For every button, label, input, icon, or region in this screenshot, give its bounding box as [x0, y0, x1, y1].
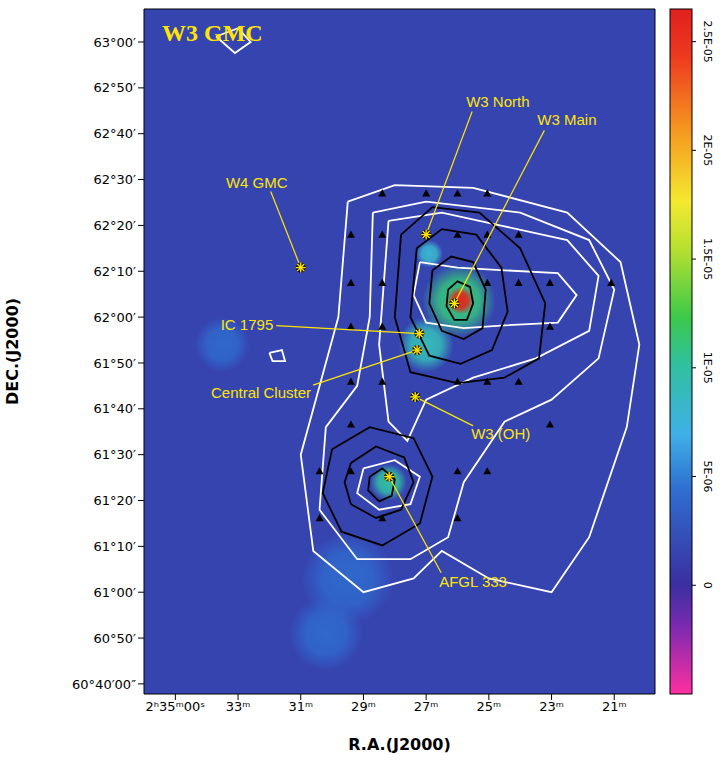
svg-text:62°00′: 62°00′	[93, 310, 136, 325]
svg-text:W3 Main: W3 Main	[537, 111, 596, 128]
svg-text:1.5E-05: 1.5E-05	[701, 238, 714, 280]
svg-text:63°00′: 63°00′	[93, 35, 136, 50]
svg-text:2.5E-05: 2.5E-05	[701, 20, 714, 62]
svg-text:1E-05: 1E-05	[701, 352, 714, 384]
svg-text:0: 0	[701, 582, 714, 589]
svg-text:61°40′: 61°40′	[93, 401, 136, 416]
svg-text:62°10′: 62°10′	[93, 264, 136, 279]
svg-text:W3 (OH): W3 (OH)	[471, 425, 530, 442]
svg-text:W3 North: W3 North	[466, 93, 529, 110]
svg-text:62°50′: 62°50′	[93, 80, 136, 95]
svg-text:5E-06: 5E-06	[701, 461, 714, 493]
svg-text:61°00′: 61°00′	[93, 585, 136, 600]
svg-text:23ᵐ: 23ᵐ	[539, 699, 564, 714]
svg-text:25ᵐ: 25ᵐ	[477, 699, 502, 714]
svg-text:62°30′: 62°30′	[93, 172, 136, 187]
svg-text:61°50′: 61°50′	[93, 356, 136, 371]
svg-text:DEC.(J2000): DEC.(J2000)	[3, 298, 22, 405]
svg-text:61°20′: 61°20′	[93, 493, 136, 508]
svg-text:AFGL 333: AFGL 333	[439, 573, 507, 590]
svg-text:62°40′: 62°40′	[93, 126, 136, 141]
svg-text:27ᵐ: 27ᵐ	[414, 699, 439, 714]
html-text:W3 GMC: W3 GMC	[162, 20, 263, 46]
svg-text:60°50′: 60°50′	[93, 631, 136, 646]
svg-text:R.A.(J2000): R.A.(J2000)	[348, 735, 451, 754]
svg-text:W4 GMC: W4 GMC	[226, 174, 288, 191]
svg-text:31ᵐ: 31ᵐ	[288, 699, 313, 714]
svg-text:IC 1795: IC 1795	[221, 316, 274, 333]
svg-text:61°10′: 61°10′	[93, 539, 136, 554]
svg-text:33ᵐ: 33ᵐ	[226, 699, 251, 714]
svg-text:2E-05: 2E-05	[701, 134, 714, 166]
svg-text:21ᵐ: 21ᵐ	[602, 699, 627, 714]
svg-text:29ᵐ: 29ᵐ	[351, 699, 376, 714]
svg-text:2ʰ35ᵐ00ˢ: 2ʰ35ᵐ00ˢ	[146, 699, 206, 714]
svg-text:62°20′: 62°20′	[93, 218, 136, 233]
svg-text:61°30′: 61°30′	[93, 447, 136, 462]
svg-text:Central Cluster: Central Cluster	[211, 384, 311, 401]
svg-text:60°40′00″: 60°40′00″	[72, 677, 136, 692]
